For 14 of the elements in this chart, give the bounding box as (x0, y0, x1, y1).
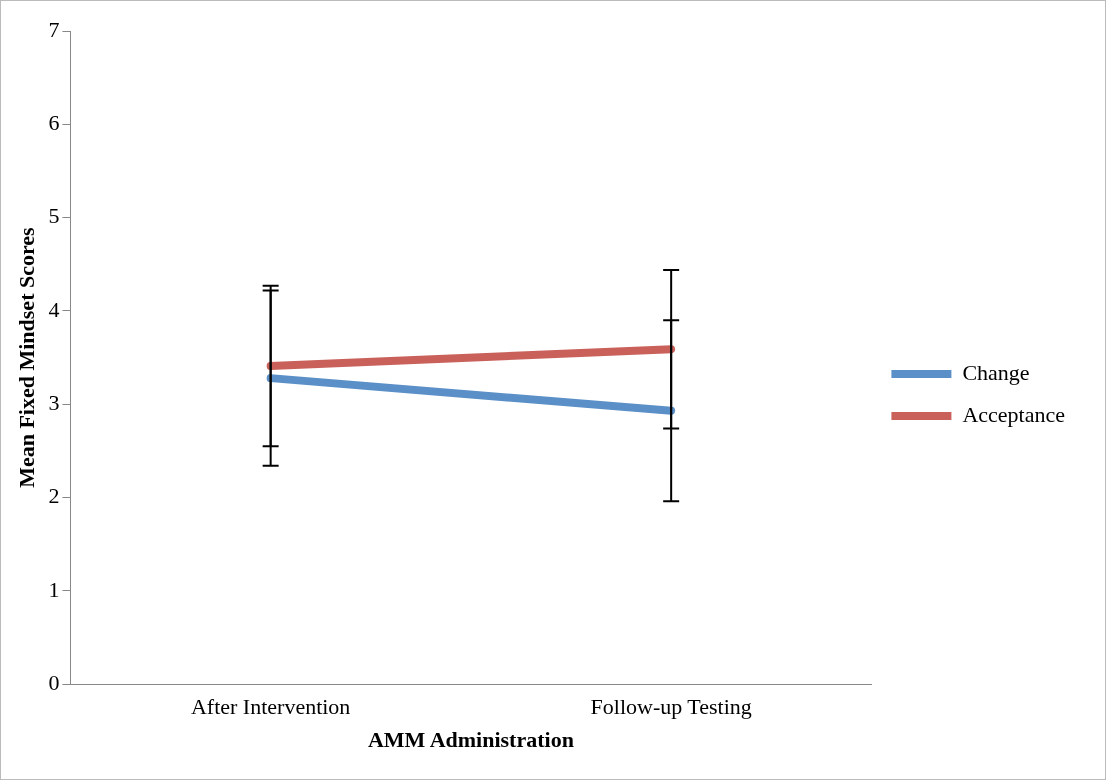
legend-label: Acceptance (962, 401, 1066, 427)
y-tick-label: 1 (48, 576, 60, 602)
y-axis-title: Mean Fixed Mindset Scores (13, 226, 39, 488)
y-tick-label: 4 (48, 296, 60, 322)
x-axis-title: AMM Administration (367, 727, 574, 753)
x-tick-label: After Intervention (190, 694, 351, 720)
y-tick-label: 2 (48, 483, 60, 509)
y-tick-label: 3 (48, 390, 60, 416)
legend-label: Change (962, 359, 1030, 385)
y-tick-label: 6 (48, 110, 60, 136)
y-tick-label: 0 (48, 669, 60, 695)
x-tick-label: Follow-up Testing (590, 694, 752, 720)
y-tick-label: 7 (48, 16, 60, 42)
y-tick-label: 5 (48, 203, 60, 229)
